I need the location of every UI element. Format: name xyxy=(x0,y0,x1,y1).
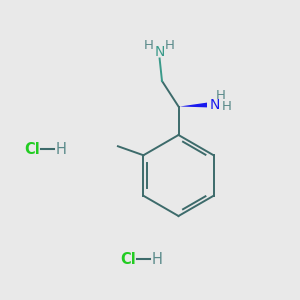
Text: H: H xyxy=(164,39,174,52)
Text: H: H xyxy=(222,100,232,113)
Text: H: H xyxy=(216,89,225,102)
Text: N: N xyxy=(210,98,220,112)
Text: H: H xyxy=(143,39,153,52)
Text: N: N xyxy=(154,44,165,58)
Text: H: H xyxy=(152,252,162,267)
Text: H: H xyxy=(56,142,66,158)
Polygon shape xyxy=(180,103,207,107)
Text: Cl: Cl xyxy=(120,252,136,267)
Text: Cl: Cl xyxy=(24,142,40,158)
